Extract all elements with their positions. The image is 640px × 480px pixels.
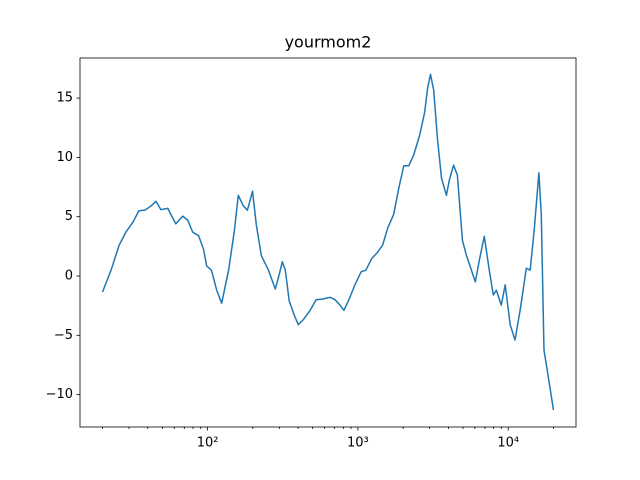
y-tick-label: 15 [56,91,73,106]
plot-frame [79,57,577,428]
y-tick-label: 0 [65,269,73,284]
y-tick-label: 5 [65,209,73,224]
x-tick-label: 10³ [347,436,369,451]
y-tick-label: −10 [46,387,73,402]
x-tick-label: 10² [197,436,219,451]
y-tick-label: −5 [54,328,73,343]
line [101,73,555,411]
chart-title: yourmom2 [285,33,372,52]
x-tick-label: 10⁴ [497,436,519,451]
y-tick-label: 10 [56,150,73,165]
